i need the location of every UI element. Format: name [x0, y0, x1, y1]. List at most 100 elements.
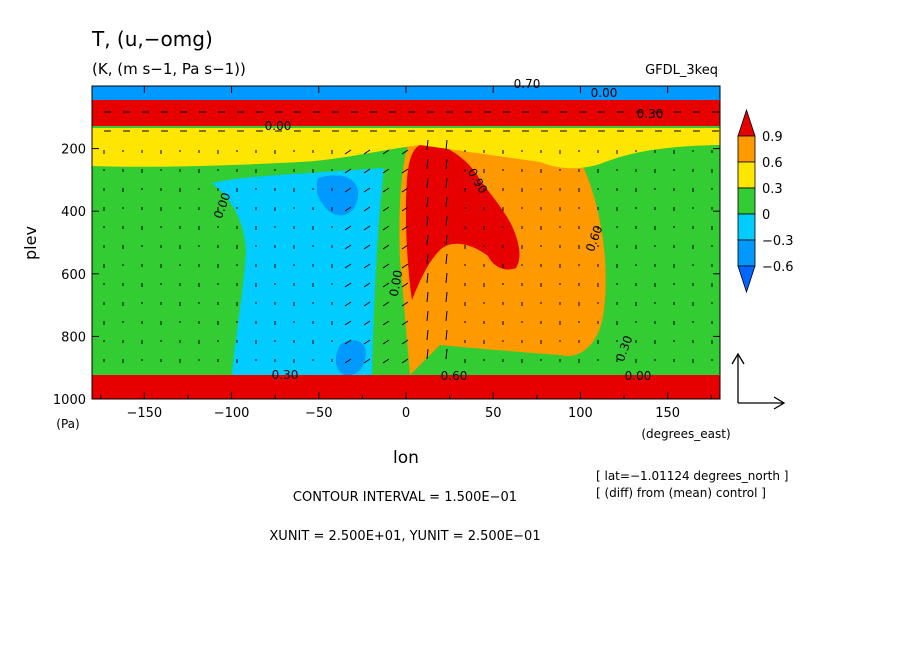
wind-vector: [426, 291, 429, 303]
wind-vector: [401, 339, 409, 345]
x-tick-label: 0: [402, 406, 410, 421]
wind-vector: [363, 263, 371, 269]
plot-area: 0.000.000.900.600.300.600.300.000.700.30…: [91, 77, 721, 400]
contour-label: 0.70: [514, 77, 541, 91]
wind-vector: [445, 215, 448, 227]
wind-vector: [401, 149, 409, 155]
y-axis-label: plev: [21, 226, 40, 260]
wind-vectors: [103, 111, 719, 364]
y-tick-label: 400: [61, 205, 86, 220]
wind-vector: [445, 310, 448, 322]
colorbar-label: 0.6: [762, 156, 783, 171]
wind-vector: [426, 329, 429, 341]
contour-label: 0.60: [441, 369, 468, 383]
colorbar-lower-triangle: [737, 265, 756, 294]
wind-vector: [401, 168, 409, 174]
wind-vector: [363, 187, 371, 193]
wind-vector: [344, 358, 352, 364]
wind-vector: [401, 263, 409, 269]
y-tick-label: 200: [61, 143, 86, 158]
x-tick-label: 50: [485, 406, 502, 421]
colorbar-swatch: [737, 135, 756, 163]
y-axis-unit: (Pa): [56, 417, 79, 431]
wind-vector: [445, 291, 448, 303]
east-warm-core: [405, 143, 520, 300]
wind-vector: [363, 282, 371, 288]
wind-vector: [382, 225, 390, 231]
chart-title: T, (u,−omg): [91, 27, 213, 51]
east-plateau: [640, 179, 720, 375]
wind-vector: [363, 149, 371, 155]
lat-note: [ lat=−1.01124 degrees_north ]: [596, 469, 788, 483]
x-axis-label: lon: [393, 448, 419, 468]
colorbar-label: 0.9: [762, 130, 783, 145]
wind-vector: [401, 206, 409, 212]
wind-vector: [401, 358, 409, 364]
wind-vector: [344, 168, 352, 174]
contour-label: 0.00: [265, 119, 292, 133]
contour-label: 0.00: [625, 369, 652, 383]
wind-vector: [382, 263, 390, 269]
upper-warm-band: [92, 128, 720, 169]
wind-vector: [426, 177, 429, 189]
wind-vector: [344, 225, 352, 231]
wind-vector: [382, 339, 390, 345]
wind-vector: [344, 339, 352, 345]
y-tick-label: 800: [61, 330, 86, 345]
wind-vector: [445, 158, 448, 170]
wind-vector: [401, 225, 409, 231]
wind-vector: [344, 187, 352, 193]
wind-vector: [344, 263, 352, 269]
wind-vector: [426, 139, 429, 151]
west-cool-core-lower: [335, 340, 366, 376]
wind-vector: [401, 320, 409, 326]
y-tick-label: 600: [61, 268, 86, 283]
colorbar-swatch: [737, 239, 756, 267]
diff-note: [ (diff) from (mean) control ]: [596, 486, 766, 500]
wind-vector: [382, 187, 390, 193]
contour-label: 0.00: [387, 269, 405, 298]
wind-vector: [363, 206, 371, 212]
wind-vector: [401, 244, 409, 250]
wind-vector: [382, 358, 390, 364]
wind-vector: [426, 253, 429, 265]
wind-vector: [382, 168, 390, 174]
vector-units: XUNIT = 2.500E+01, YUNIT = 2.500E−01: [269, 529, 540, 544]
y-tick-label: 1000: [53, 393, 86, 408]
contour-interval: CONTOUR INTERVAL = 1.500E−01: [293, 490, 517, 505]
x-tick-label: −100: [214, 406, 250, 421]
chart-subtitle: (K, (m s−1, Pa s−1)): [92, 60, 246, 78]
wind-vector: [426, 348, 429, 360]
x-tick-label: 100: [568, 406, 593, 421]
wind-vector: [445, 348, 448, 360]
wind-vector: [344, 282, 352, 288]
west-cool-core-upper: [316, 175, 359, 216]
wind-vector: [426, 158, 429, 170]
wind-vector: [445, 196, 448, 208]
wind-vector: [426, 234, 429, 246]
colorbar-label: −0.6: [762, 260, 794, 275]
colorbar: 0.9 0.6 0.3 0 −0.3 −0.6: [737, 108, 794, 294]
wind-vector: [344, 206, 352, 212]
wind-vector: [363, 320, 371, 326]
wind-vector: [426, 215, 429, 227]
wind-vector: [363, 358, 371, 364]
y-axis: 200 400 600 800 1000: [53, 143, 720, 408]
wind-vector: [382, 320, 390, 326]
wind-vector: [445, 253, 448, 265]
colorbar-label: −0.3: [762, 234, 794, 249]
wind-vector: [344, 149, 352, 155]
upper-hot-band: [92, 100, 720, 126]
wind-vector: [363, 168, 371, 174]
x-tick-label: 150: [655, 406, 680, 421]
colorbar-swatch: [737, 161, 756, 189]
wind-vector: [344, 244, 352, 250]
contour-label: 0.30: [637, 107, 664, 121]
model-label: GFDL_3keq: [645, 63, 718, 78]
wind-vector: [363, 301, 371, 307]
wind-vector: [382, 244, 390, 250]
x-tick-label: −50: [305, 406, 332, 421]
west-cool-block: [212, 168, 384, 375]
wind-vector: [382, 149, 390, 155]
